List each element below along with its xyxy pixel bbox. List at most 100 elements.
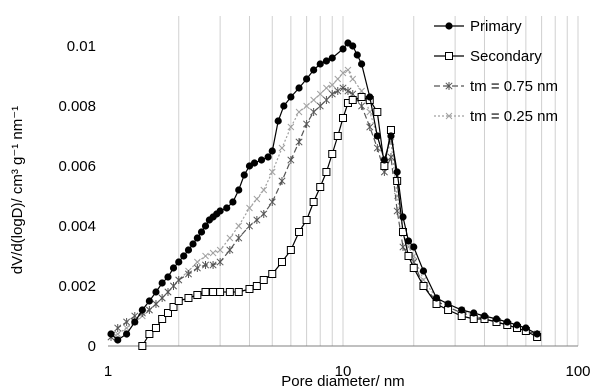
data-point	[404, 252, 413, 260]
data-point	[295, 228, 304, 236]
data-point	[339, 84, 347, 92]
data-point	[151, 324, 160, 332]
x-tick-labels: 1 10 100	[104, 363, 591, 380]
data-point	[169, 264, 178, 272]
data-point	[323, 84, 330, 92]
legend-label: Primary	[470, 18, 522, 35]
data-point	[197, 228, 206, 236]
data-point	[492, 315, 501, 323]
data-point	[295, 108, 303, 116]
data-point	[123, 330, 131, 338]
data-point	[358, 60, 366, 68]
data-point	[250, 159, 259, 167]
data-point	[152, 300, 160, 308]
data-point	[216, 258, 224, 266]
data-point	[234, 288, 243, 296]
data-point	[373, 108, 382, 116]
data-point	[145, 306, 153, 314]
data-point	[373, 132, 381, 140]
legend-label: Secondary	[470, 48, 542, 65]
data-point	[339, 69, 347, 77]
data-point	[373, 144, 381, 152]
data-point	[399, 243, 407, 251]
data-point	[189, 240, 197, 248]
data-point	[309, 198, 318, 206]
data-point	[328, 54, 336, 62]
data-point	[175, 258, 183, 266]
data-point	[201, 288, 210, 296]
series-layer	[107, 39, 542, 350]
data-point	[287, 93, 295, 101]
data-point	[158, 294, 166, 302]
legend-item: Secondary	[434, 48, 542, 65]
data-point	[209, 288, 218, 296]
data-point	[145, 330, 154, 338]
data-point	[404, 237, 413, 245]
data-point	[399, 213, 407, 221]
data-point	[235, 222, 243, 230]
data-point	[339, 114, 347, 122]
data-point	[322, 168, 331, 176]
data-point	[458, 306, 466, 314]
data-point	[209, 261, 217, 269]
legend-label: tm = 0.25 nm	[470, 108, 558, 125]
data-point	[333, 132, 342, 140]
data-point	[260, 186, 268, 194]
data-point	[229, 198, 237, 206]
data-point	[223, 204, 231, 212]
data-point	[193, 291, 202, 299]
x-tick-label: 10	[335, 363, 352, 380]
data-point	[310, 96, 317, 104]
data-point	[209, 249, 217, 257]
y-axis-title: dV/d(logD)/ cm³ g⁻¹ nm⁻¹	[9, 106, 26, 274]
data-point	[260, 210, 268, 218]
data-point	[114, 324, 122, 332]
data-point	[445, 22, 453, 30]
data-point	[252, 282, 261, 290]
data-point	[344, 66, 352, 74]
data-point	[184, 294, 193, 302]
data-point	[180, 252, 188, 260]
data-point	[245, 285, 254, 293]
legend: Primary Secondary tm = 0.75 nm tm = 0.25 nm	[434, 18, 558, 125]
data-point	[387, 132, 395, 140]
vertical-gridlines	[178, 16, 579, 346]
data-point	[432, 294, 441, 302]
data-point	[316, 183, 325, 191]
data-point	[123, 318, 131, 326]
data-point	[445, 112, 453, 120]
data-point	[145, 297, 153, 305]
data-point	[131, 318, 139, 326]
legend-item: tm = 0.75 nm	[434, 78, 558, 95]
data-point	[114, 336, 122, 344]
data-point	[253, 195, 261, 203]
data-point	[366, 93, 374, 101]
data-point	[107, 330, 115, 338]
data-point	[339, 45, 347, 53]
data-point	[268, 270, 277, 278]
data-point	[280, 102, 288, 110]
data-point	[216, 288, 225, 296]
data-point	[257, 156, 266, 164]
data-point	[201, 261, 210, 269]
data-point	[344, 87, 352, 95]
data-point	[164, 273, 172, 281]
data-point	[287, 156, 295, 164]
data-point	[409, 264, 418, 272]
data-point	[334, 75, 342, 83]
data-point	[259, 276, 268, 284]
data-point	[174, 297, 183, 305]
y-tick-label: 0	[88, 338, 96, 355]
data-point	[444, 300, 452, 308]
data-point	[393, 177, 402, 185]
data-point	[445, 82, 453, 90]
y-tick-label: 0.002	[58, 278, 96, 295]
data-point	[316, 90, 324, 98]
data-point	[202, 252, 209, 260]
data-point	[240, 171, 248, 179]
data-point	[387, 153, 395, 161]
y-tick-label: 0.008	[58, 98, 96, 115]
data-point	[380, 156, 388, 164]
data-point	[268, 168, 276, 176]
data-point	[302, 75, 311, 83]
